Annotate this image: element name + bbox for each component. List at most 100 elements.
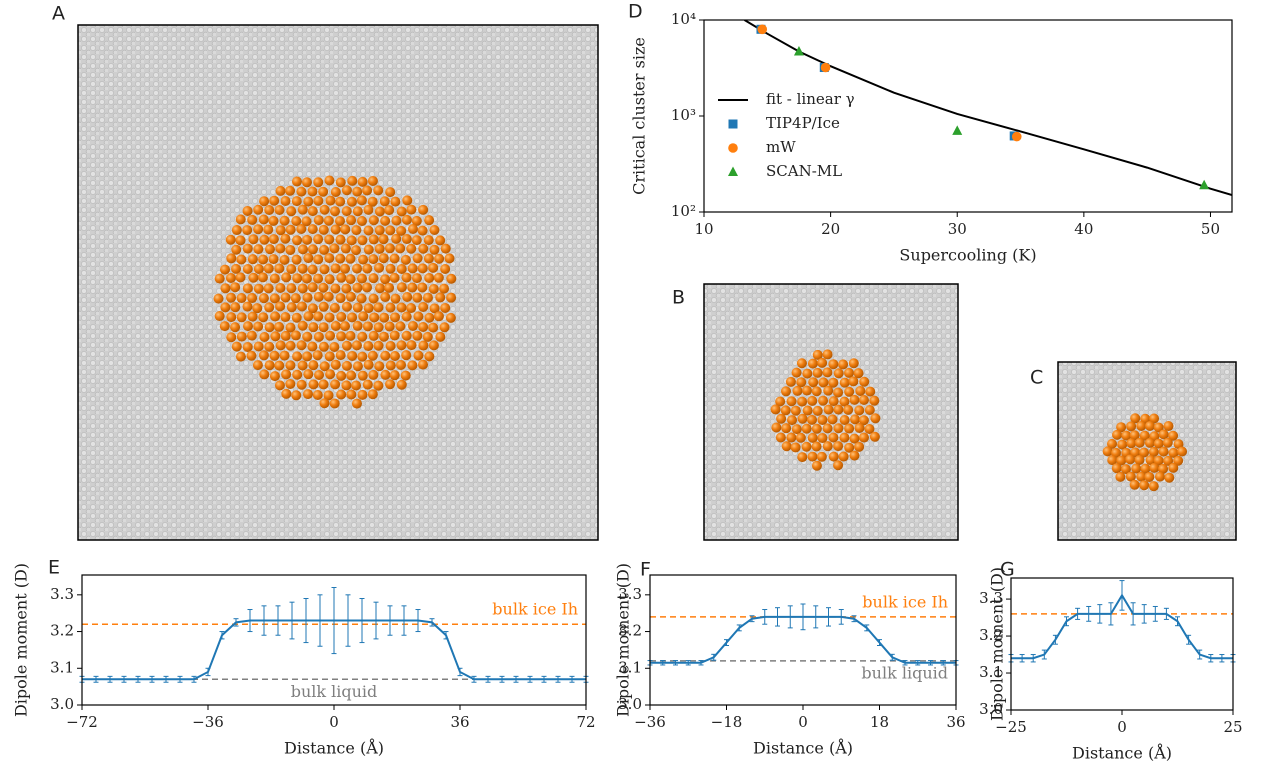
ice-molecule: [368, 369, 379, 380]
ice-molecule: [340, 321, 351, 332]
ice-molecule: [839, 396, 850, 407]
ice-molecule: [253, 264, 264, 275]
ice-molecule: [347, 175, 358, 186]
ice-molecule: [259, 234, 270, 245]
ice-molecule: [318, 322, 329, 333]
ice-molecule: [356, 293, 367, 304]
ice-molecule: [307, 206, 318, 217]
ice-molecule: [319, 244, 330, 255]
y-tick-label: 3.1: [50, 658, 74, 676]
panel-label: E: [48, 557, 60, 579]
y-tick-label: 3.0: [618, 695, 642, 713]
ice-molecule: [801, 423, 812, 434]
ice-molecule: [313, 254, 324, 265]
ice-molecule: [428, 283, 439, 294]
ice-molecule: [336, 370, 347, 381]
ice-molecule: [363, 225, 374, 236]
ice-molecule: [781, 386, 792, 397]
ice-molecule: [424, 215, 435, 226]
ice-molecule: [1154, 471, 1165, 482]
ice-molecule: [853, 368, 864, 379]
ice-molecule: [313, 177, 324, 188]
ice-molecule: [281, 388, 292, 399]
ice-molecule: [230, 282, 241, 293]
ice-molecule: [838, 359, 849, 370]
ice-molecule: [411, 273, 422, 284]
marker: [793, 45, 804, 56]
ice-molecule: [374, 361, 385, 372]
ice-molecule: [870, 413, 881, 424]
ice-molecule: [771, 422, 782, 433]
x-tick-label: 18: [870, 713, 889, 731]
ice-molecule: [1149, 462, 1160, 473]
ice-molecule: [357, 235, 368, 246]
ice-molecule: [301, 177, 312, 188]
ice-molecule: [296, 379, 307, 390]
ice-molecule: [345, 291, 356, 302]
ice-molecule: [385, 225, 396, 236]
x-tick-label: −25: [995, 718, 1027, 736]
x-tick-label: 30: [948, 220, 967, 238]
ice-molecule: [385, 302, 396, 313]
ice-molecule: [263, 263, 274, 274]
ice-molecule: [1145, 455, 1156, 466]
ice-molecule: [401, 350, 412, 361]
ice-molecule: [269, 293, 280, 304]
x-tick-label: 0: [1117, 718, 1127, 736]
ice-molecule: [242, 342, 253, 353]
ice-molecule: [428, 262, 439, 273]
ice-molecule: [384, 321, 395, 332]
ice-molecule: [786, 432, 797, 443]
ice-molecule: [297, 244, 308, 255]
ice-molecule: [356, 195, 367, 206]
ice-molecule: [395, 243, 406, 254]
x-tick-label: 0: [798, 713, 808, 731]
marker: [952, 125, 963, 135]
ice-molecule: [406, 243, 417, 254]
ice-molecule: [817, 357, 828, 368]
ice-molecule: [275, 283, 286, 294]
ice-molecule: [844, 367, 855, 378]
ice-molecule: [246, 350, 257, 361]
ice-molecule: [1168, 447, 1179, 458]
ice-molecule: [796, 358, 807, 369]
ice-molecule: [869, 431, 880, 442]
y-axis-label: Dipole moment (D): [614, 563, 633, 717]
ice-molecule: [336, 389, 347, 400]
axes-frame: [649, 574, 957, 706]
ice-molecule: [263, 283, 274, 294]
ice-molecule: [236, 293, 247, 304]
ice-molecule: [357, 331, 368, 342]
ice-molecule: [296, 186, 307, 197]
ice-molecule: [1139, 447, 1150, 458]
ice-molecule: [811, 441, 822, 452]
ice-molecule: [802, 405, 813, 416]
ice-molecule: [396, 379, 407, 390]
ice-molecule: [401, 311, 412, 322]
ice-molecule: [258, 254, 269, 265]
ice-molecule: [1129, 479, 1140, 490]
ice-molecule: [275, 243, 286, 254]
ice-molecule: [378, 234, 389, 245]
ice-molecule: [257, 272, 268, 283]
ice-molecule: [291, 312, 302, 323]
ice-molecule: [285, 244, 296, 255]
ice-molecule: [1107, 455, 1118, 466]
y-axis-label: Dipole moment (D): [988, 567, 1007, 721]
ice-molecule: [1125, 471, 1136, 482]
ice-molecule: [302, 234, 313, 245]
ice-molecule: [346, 389, 357, 400]
ice-molecule: [259, 332, 270, 343]
ice-molecule: [855, 385, 866, 396]
ice-molecule: [286, 206, 297, 217]
ice-molecule: [285, 322, 296, 333]
ice-molecule: [363, 359, 374, 370]
ice-molecule: [368, 254, 379, 265]
ice-molecule: [296, 301, 307, 312]
ice-molecule: [329, 302, 340, 313]
ice-molecule: [352, 361, 363, 372]
ice-molecule: [351, 398, 362, 409]
ice-molecule: [434, 253, 445, 264]
ice-molecule: [428, 322, 439, 333]
ice-molecule: [324, 274, 335, 285]
